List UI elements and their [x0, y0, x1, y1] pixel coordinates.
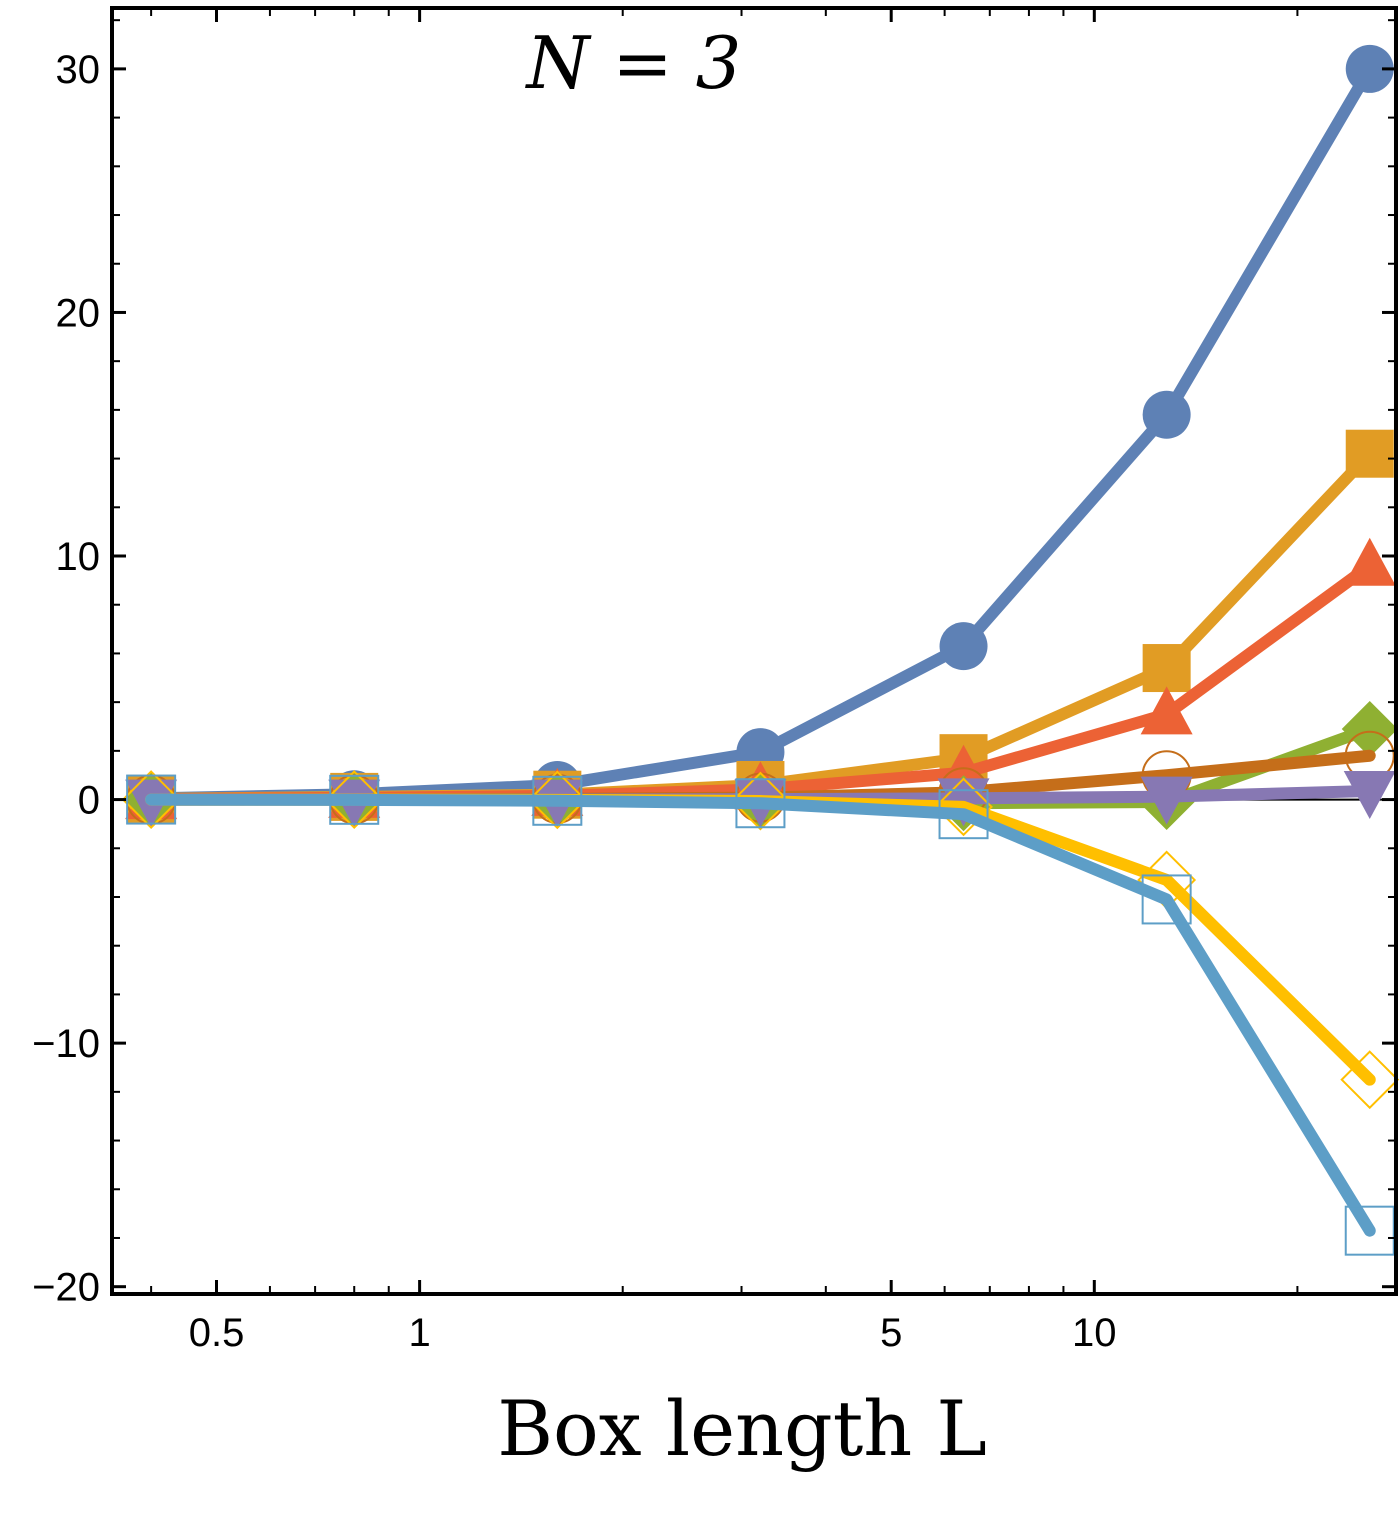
data-point: [324, 770, 384, 829]
data-point: [1341, 700, 1398, 757]
data-point: [1343, 537, 1396, 586]
y-tick-label: 20: [56, 291, 101, 335]
data-point: [1340, 1050, 1400, 1110]
data-point: [934, 777, 993, 837]
data-point: [731, 771, 790, 831]
x-axis-label: Box length L: [497, 1384, 987, 1473]
annotation-n-equals-3: N = 3: [525, 21, 742, 105]
series-group: [121, 44, 1400, 1256]
data-point: [1343, 771, 1396, 820]
data-point: [1142, 390, 1191, 439]
data-point: [1345, 429, 1394, 478]
data-point: [527, 770, 587, 830]
y-tick-label: 10: [56, 535, 101, 579]
data-point: [121, 770, 181, 829]
data-point: [1140, 776, 1193, 825]
data-point: [126, 774, 177, 825]
data-point: [329, 774, 380, 825]
x-tick-label: 10: [1072, 1311, 1117, 1355]
data-point: [532, 775, 583, 826]
data-point: [1344, 1205, 1395, 1256]
data-point: [735, 778, 786, 829]
data-point: [938, 789, 989, 840]
x-tick-label: 5: [880, 1311, 902, 1355]
ticks-group: −20 −10 0 10 20 30 0.5 1 5 10: [32, 8, 1396, 1355]
data-point: [939, 622, 988, 671]
series-line: [145, 793, 1376, 1237]
data-point: [1345, 44, 1394, 93]
plot-frame: [110, 6, 1398, 1296]
y-tick-label: 0: [78, 779, 100, 823]
series-8: [126, 774, 1395, 1256]
x-tick-label: 1: [408, 1311, 430, 1355]
data-point: [1141, 874, 1192, 925]
y-tick-label: 30: [56, 48, 101, 92]
data-point: [1142, 644, 1191, 693]
y-tick-label: −20: [32, 1266, 100, 1310]
x-tick-label: 0.5: [189, 1311, 245, 1355]
data-point: [1140, 686, 1193, 735]
y-tick-label: −10: [32, 1022, 100, 1066]
